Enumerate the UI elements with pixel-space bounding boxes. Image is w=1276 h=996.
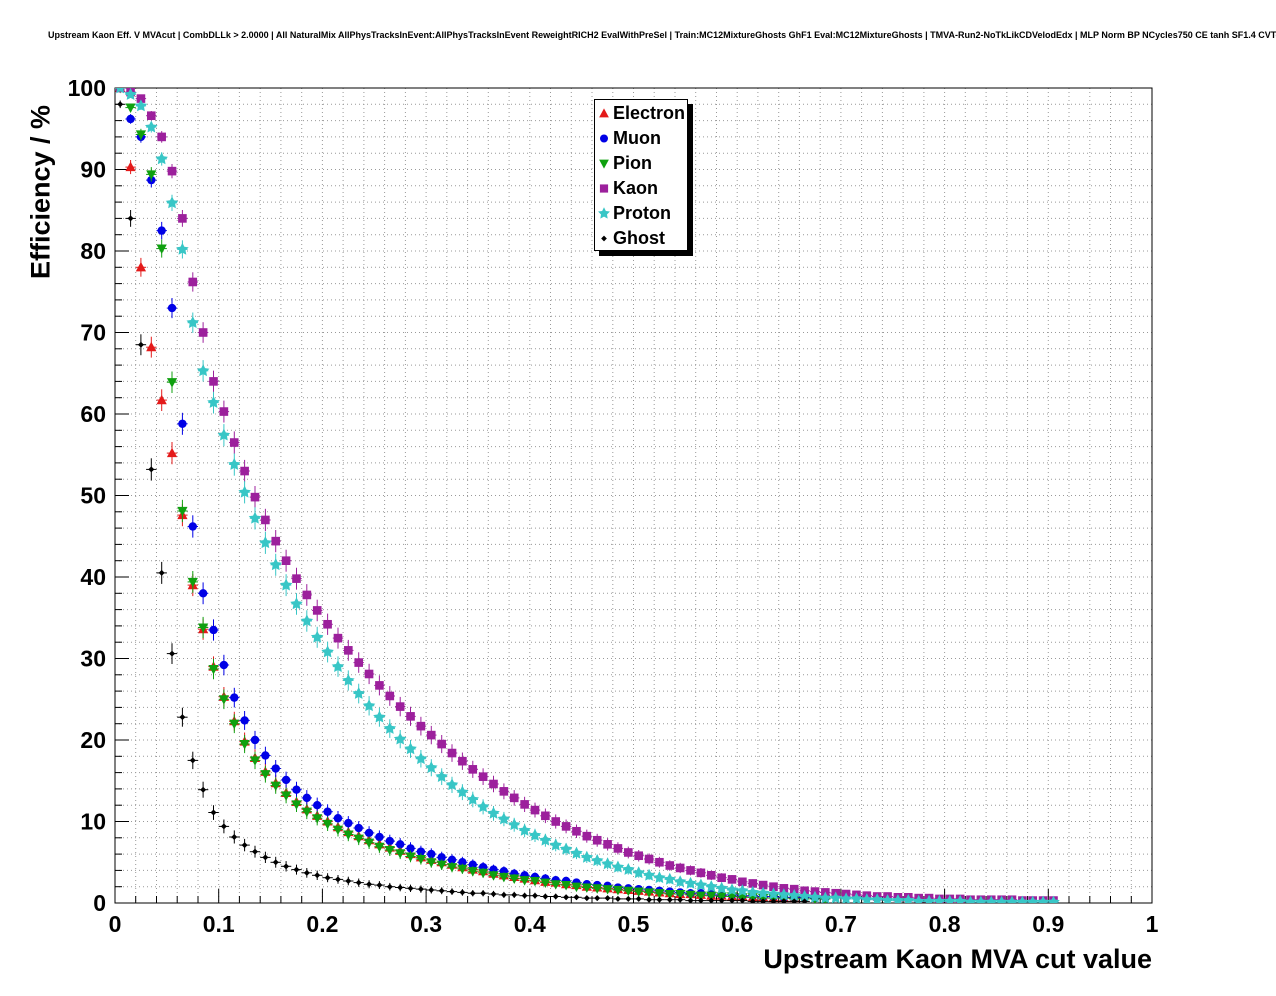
legend-label: Proton (613, 202, 671, 223)
series-pion-points (117, 88, 831, 903)
y-tick-label: 20 (80, 727, 106, 753)
legend-label: Electron (613, 102, 686, 123)
series-electron-points (115, 88, 800, 903)
series-proton-points (116, 88, 1060, 903)
x-tick-label: 0 (109, 911, 122, 937)
x-tick-label: 0.4 (514, 911, 546, 937)
x-tick-label: 0.1 (203, 911, 235, 937)
x-tick-label: 0.2 (306, 911, 338, 937)
legend-label: Kaon (613, 177, 658, 198)
x-tick-label: 0.6 (721, 911, 753, 937)
y-tick-label: 80 (80, 238, 106, 264)
x-tick-label: 1 (1146, 911, 1159, 937)
x-tick-label: 0.7 (825, 911, 857, 937)
legend-entry-muon: Muon (595, 125, 687, 150)
y-tick-label: 40 (80, 564, 106, 590)
legend: Electron Muon Pion Kaon Proton Ghost (594, 99, 688, 251)
legend-entry-proton: Proton (595, 200, 687, 225)
legend-entry-ghost: Ghost (595, 225, 687, 250)
y-tick-label: 10 (80, 809, 106, 835)
legend-entry-pion: Pion (595, 150, 687, 175)
legend-electron-marker-icon (599, 107, 609, 117)
legend-entry-electron: Electron (595, 100, 687, 125)
x-axis-title: Upstream Kaon MVA cut value (763, 944, 1152, 974)
legend-ghost-marker-icon (601, 235, 607, 241)
series-pion-errorbars (115, 88, 831, 902)
y-tick-label: 100 (68, 75, 106, 101)
legend-label: Muon (613, 127, 661, 148)
x-tick-label: 0.5 (618, 911, 650, 937)
series-electron-errorbars (115, 88, 800, 901)
legend-proton-marker-icon (598, 206, 610, 219)
x-tick-label: 0.3 (410, 911, 442, 937)
y-tick-label: 0 (93, 890, 106, 916)
series-layer (115, 88, 1060, 903)
legend-kaon-marker-icon (599, 183, 609, 193)
y-tick-label: 90 (80, 157, 106, 183)
axis-tick-labels: 0 0.1 0.2 0.3 0.4 0.5 0.6 0.7 0.8 0.9 101020304050… (68, 75, 1159, 937)
legend-label: Ghost (613, 227, 665, 248)
y-tick-label: 30 (80, 646, 106, 672)
legend-muon-marker-icon (600, 134, 608, 142)
y-tick-label: 60 (80, 401, 106, 427)
legend-label: Pion (613, 152, 652, 173)
y-axis-title: Efficiency / % (25, 104, 56, 280)
plot-title: Upstream Kaon Eff. V MVAcut | CombDLLk >… (48, 30, 1276, 40)
x-tick-label: 0.8 (929, 911, 961, 937)
series-ghost-errorbars (115, 100, 810, 903)
x-tick-label: 0.9 (1032, 911, 1064, 937)
series-ghost-points (117, 101, 808, 903)
legend-entry-kaon: Kaon (595, 175, 687, 200)
series-muon-points (115, 88, 830, 903)
y-tick-label: 70 (80, 320, 106, 346)
series-muon-errorbars (115, 88, 831, 901)
y-tick-label: 50 (80, 483, 106, 509)
series-kaon-points (115, 88, 1058, 903)
legend-pion-marker-icon (599, 159, 609, 169)
